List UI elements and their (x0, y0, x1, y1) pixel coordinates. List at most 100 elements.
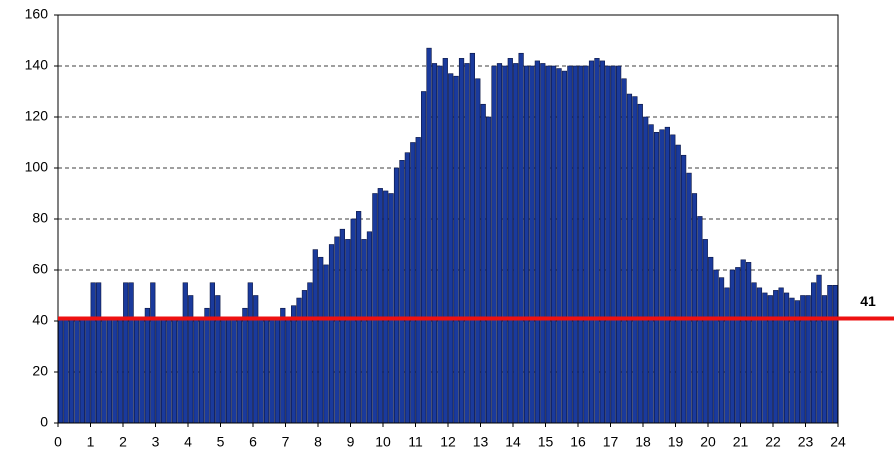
x-tick-label: 3 (152, 434, 160, 450)
bar (605, 65, 611, 424)
bar (773, 290, 779, 424)
plot-frame (57, 14, 839, 424)
bar (718, 277, 725, 424)
bar (421, 91, 427, 424)
bar (561, 70, 568, 424)
bar (161, 318, 167, 424)
x-tick-label: 24 (830, 434, 846, 450)
bar (404, 152, 410, 424)
bar (68, 318, 75, 424)
bar (513, 63, 519, 424)
bar (632, 96, 638, 424)
x-tick-label: 16 (570, 434, 586, 450)
bar (621, 78, 627, 424)
bar (675, 144, 681, 424)
bar (117, 318, 123, 424)
bar (556, 68, 562, 424)
x-tick-label: 14 (505, 434, 521, 450)
bar (740, 259, 746, 424)
bar (599, 60, 605, 424)
x-tick-label: 2 (119, 434, 127, 450)
x-tick-label: 12 (440, 434, 456, 450)
bar (291, 305, 297, 424)
bar (388, 193, 394, 424)
bar (431, 63, 438, 424)
bar (534, 60, 540, 424)
bar (377, 188, 383, 424)
bar (523, 65, 530, 424)
bar (816, 274, 822, 424)
bar (318, 256, 324, 424)
x-tick-label: 0 (54, 434, 62, 450)
bar (393, 167, 400, 424)
bar (193, 318, 199, 424)
bar (231, 318, 237, 424)
bar (307, 282, 313, 424)
bar (301, 290, 308, 424)
bar (529, 65, 535, 424)
bar (572, 65, 578, 424)
bar (58, 318, 64, 424)
bar (350, 218, 356, 424)
y-tick-label: 60 (32, 261, 48, 277)
bar (713, 269, 719, 424)
y-tick-label: 120 (25, 108, 49, 124)
bar (637, 103, 643, 424)
bar (507, 58, 513, 424)
bar (410, 142, 416, 424)
bar (588, 60, 595, 424)
x-tick-label: 23 (798, 434, 814, 450)
bar (274, 318, 280, 424)
x-tick-label: 20 (700, 434, 716, 450)
bar (702, 239, 708, 424)
bar (415, 137, 421, 424)
bar (475, 78, 481, 424)
bar (399, 160, 405, 424)
bar (334, 236, 340, 424)
bar (751, 282, 757, 424)
bar (583, 65, 589, 424)
bar (762, 292, 768, 424)
y-tick-label: 0 (40, 414, 48, 430)
y-tick-label: 80 (32, 210, 48, 226)
bar (339, 228, 345, 424)
bar (480, 103, 486, 424)
x-tick-label: 22 (765, 434, 781, 450)
bar (226, 318, 232, 424)
bar (253, 295, 259, 424)
bar (821, 295, 828, 424)
bar (610, 65, 616, 424)
bar (426, 47, 432, 424)
bar (778, 287, 784, 424)
bar (832, 284, 838, 424)
bar (285, 318, 291, 424)
bar (155, 318, 161, 424)
bar (653, 132, 660, 424)
bar (74, 318, 80, 424)
x-tick-label: 6 (249, 434, 257, 450)
bar (366, 231, 373, 424)
x-tick-label: 18 (635, 434, 651, 450)
bar (383, 190, 389, 424)
bar (691, 193, 698, 424)
x-tick-label: 19 (668, 434, 684, 450)
bar (486, 116, 492, 424)
bar (729, 269, 735, 424)
x-tick-label: 21 (733, 434, 749, 450)
bar (361, 239, 367, 424)
bar (63, 318, 69, 424)
bar (242, 307, 248, 424)
bar (811, 282, 817, 424)
x-tick-label: 13 (473, 434, 489, 450)
x-tick-label: 9 (347, 434, 355, 450)
x-tick-label: 8 (314, 434, 322, 450)
bar (269, 318, 275, 424)
bar (171, 318, 178, 424)
bar (437, 65, 443, 424)
bar (594, 58, 600, 424)
y-tick-label: 20 (32, 363, 48, 379)
bar (123, 282, 129, 424)
bar (448, 73, 454, 424)
bar (442, 58, 448, 424)
y-tick-label: 100 (25, 159, 49, 175)
